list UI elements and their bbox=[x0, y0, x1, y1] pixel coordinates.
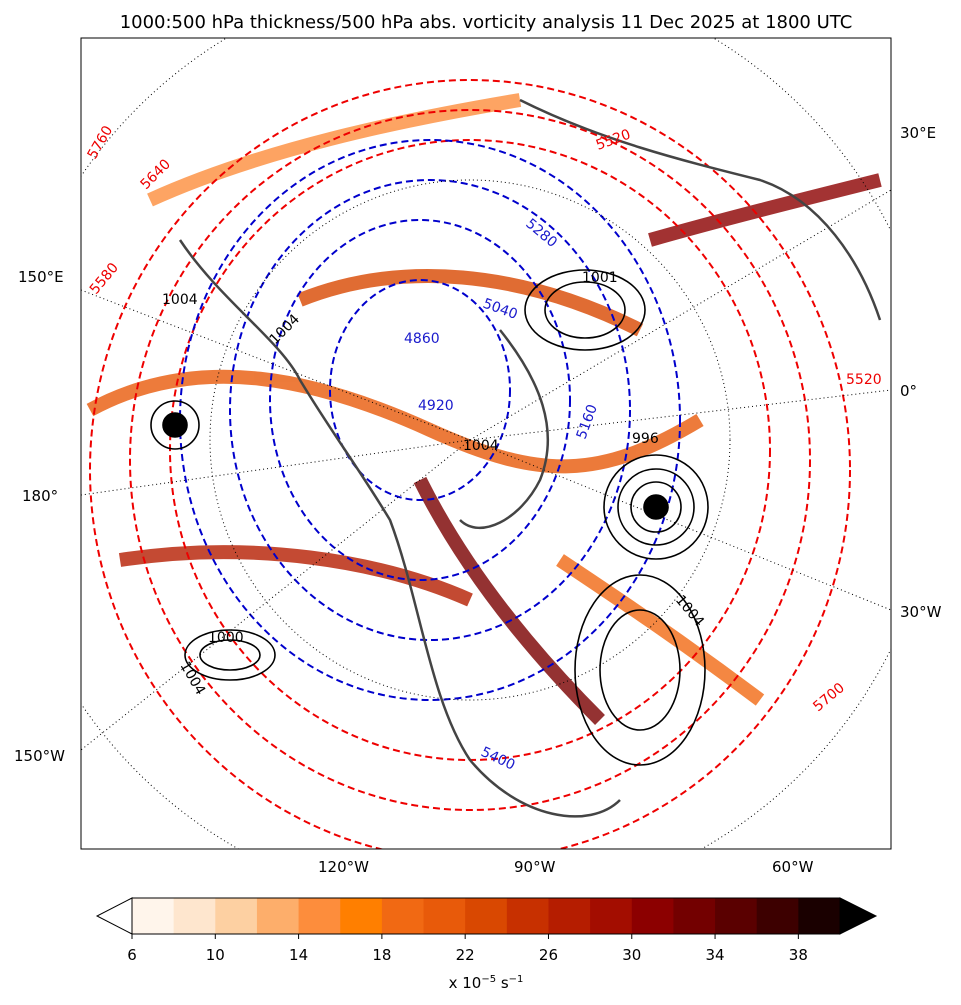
color-segment bbox=[715, 898, 758, 934]
lon-label: 0° bbox=[900, 382, 917, 400]
label: x 10 bbox=[449, 974, 482, 992]
colorbar-frame bbox=[131, 897, 841, 935]
colorbar-label: x 10−5 s−1 bbox=[449, 974, 524, 992]
color-segment bbox=[506, 898, 549, 934]
tick-label: 26 bbox=[539, 946, 558, 964]
tick-label: 38 bbox=[789, 946, 808, 964]
pressure-label: 1004 bbox=[463, 438, 499, 454]
color-segment bbox=[132, 898, 175, 934]
color-segment bbox=[298, 898, 341, 934]
color-segment bbox=[173, 898, 216, 934]
under-extension bbox=[95, 897, 133, 935]
lon-label: 120°W bbox=[318, 858, 369, 876]
color-segment bbox=[256, 898, 300, 934]
color-segment bbox=[590, 898, 633, 934]
pressure-label: 996 bbox=[632, 431, 659, 447]
tick-label: 22 bbox=[456, 946, 475, 964]
pressure-label: 1001 bbox=[582, 270, 618, 286]
lon-label: 30°E bbox=[900, 124, 936, 142]
unit: s bbox=[496, 974, 509, 992]
color-segment bbox=[673, 898, 716, 934]
color-segment bbox=[548, 898, 591, 934]
lon-label: 150°W bbox=[14, 747, 65, 765]
color-segment bbox=[756, 898, 799, 934]
lon-label: 60°W bbox=[772, 858, 814, 876]
graticule-labels: 30°E 150°E 0° 180° 30°W 150°W 120°W 90°W… bbox=[14, 124, 942, 876]
color-segment bbox=[465, 898, 508, 934]
tick-label: 34 bbox=[706, 946, 725, 964]
lon-label: 90°W bbox=[514, 858, 556, 876]
lon-label: 180° bbox=[22, 487, 58, 505]
pressure-label: 1004 bbox=[162, 292, 198, 308]
tick-label: 14 bbox=[289, 946, 308, 964]
tick-label: 10 bbox=[206, 946, 225, 964]
color-segment bbox=[215, 898, 258, 934]
color-segment bbox=[423, 898, 466, 934]
color-segment bbox=[340, 898, 383, 934]
tick-label: 18 bbox=[372, 946, 391, 964]
over-extension bbox=[839, 897, 878, 935]
map-frame bbox=[80, 37, 892, 850]
colorbar: 6 10 14 18 22 26 30 34 38 bbox=[95, 897, 878, 964]
color-segment bbox=[381, 898, 425, 934]
color-segment bbox=[798, 898, 841, 934]
unit-exponent: −1 bbox=[509, 974, 524, 985]
lon-label: 30°W bbox=[900, 603, 942, 621]
thickness-label: 4860 bbox=[404, 331, 440, 347]
tick-label: 30 bbox=[622, 946, 641, 964]
lon-label: 150°E bbox=[18, 268, 64, 286]
thickness-label: 4920 bbox=[418, 398, 454, 414]
pressure-label: 1000 bbox=[208, 630, 244, 646]
map bbox=[81, 38, 891, 849]
tick-label: 6 bbox=[127, 946, 137, 964]
thickness-label: 5520 bbox=[846, 372, 882, 388]
title: 1000:500 hPa thickness/500 hPa abs. vort… bbox=[120, 12, 853, 33]
color-segment bbox=[631, 898, 674, 934]
label-exponent: −5 bbox=[481, 974, 496, 985]
